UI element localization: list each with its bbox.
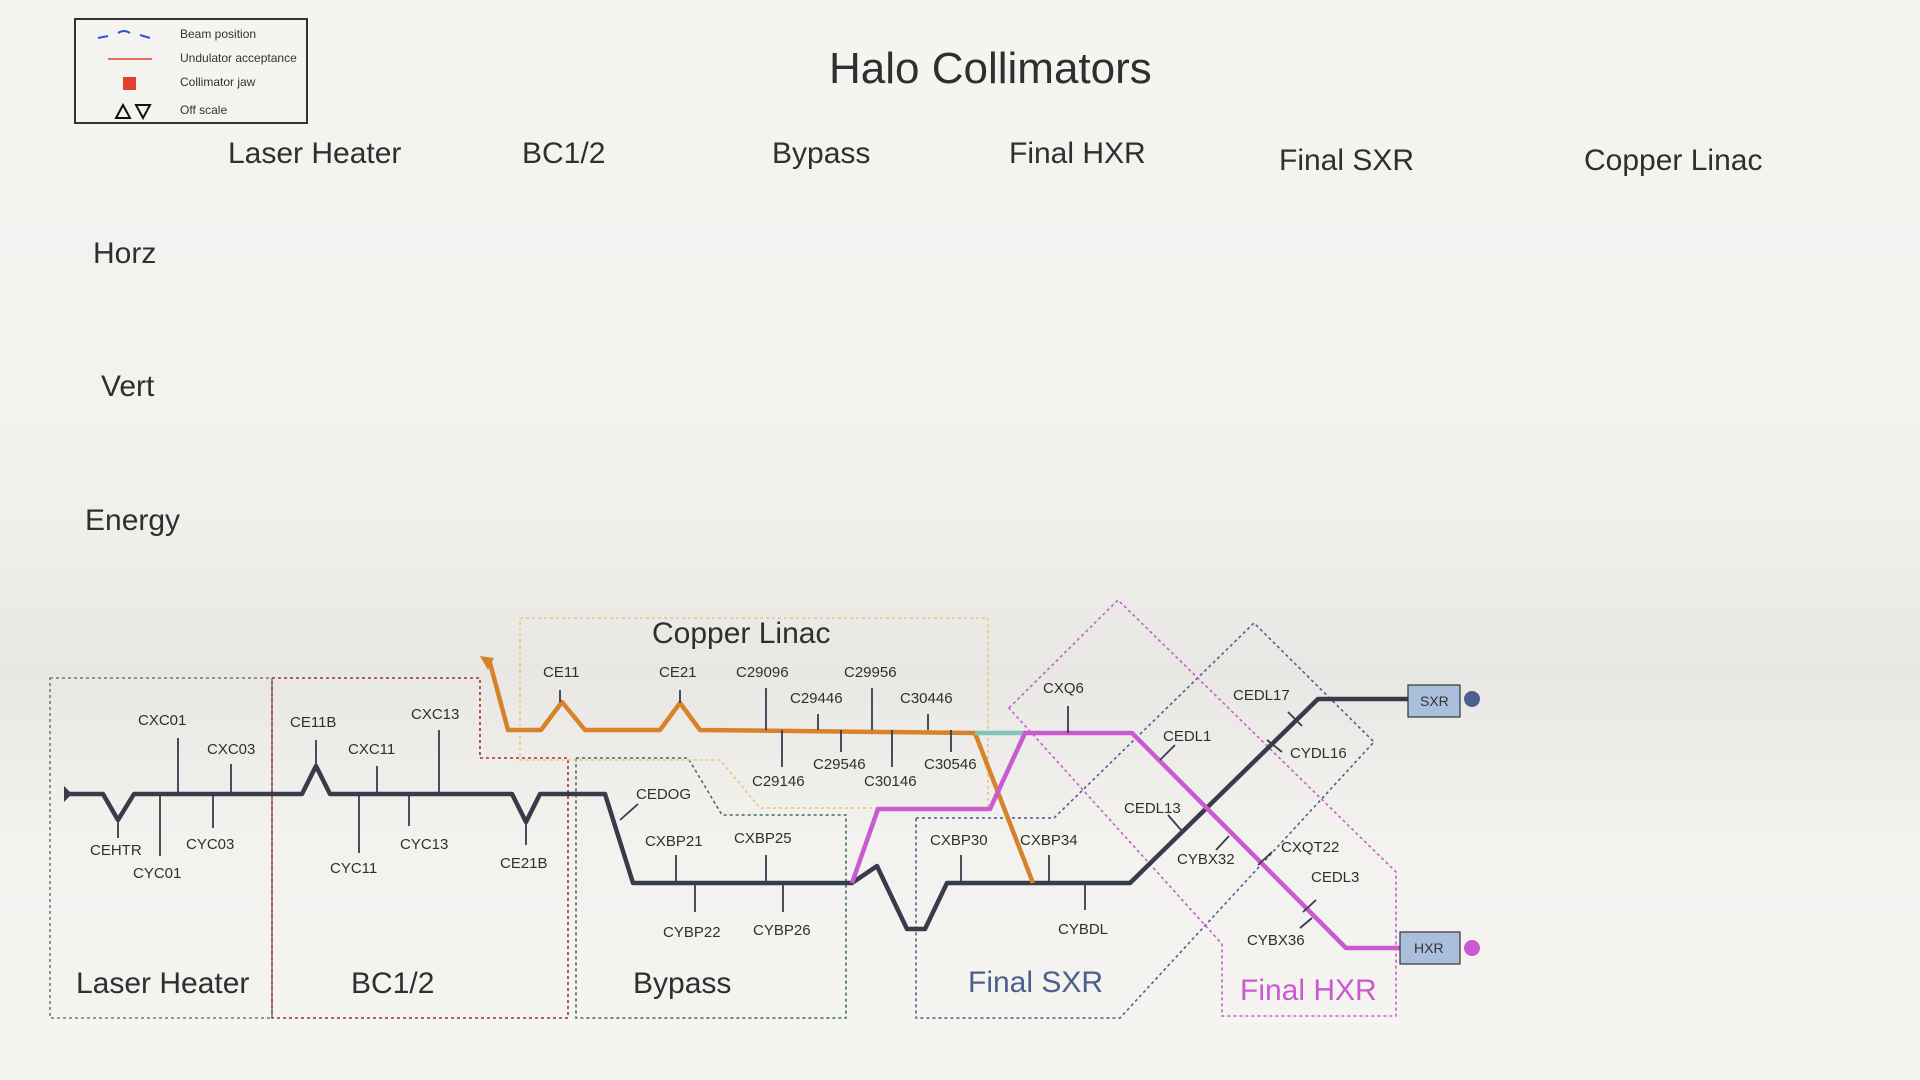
label-cyc01: CYC01 — [133, 865, 181, 882]
label-c29546: C29546 — [813, 756, 866, 773]
label-cxc03: CXC03 — [207, 741, 255, 758]
label-cxbp30: CXBP30 — [930, 832, 988, 849]
label-cybx36: CYBX36 — [1247, 932, 1305, 949]
label-cyc11: CYC11 — [330, 860, 377, 877]
hxr-endpoint-dot — [1464, 940, 1480, 956]
label-cedl3: CEDL3 — [1311, 869, 1359, 886]
label-cyc13: CYC13 — [400, 836, 448, 853]
region-label-final-sxr: Final SXR — [968, 966, 1103, 999]
label-cxqt22: CXQT22 — [1281, 839, 1339, 856]
sxr-endpoint-label: SXR — [1420, 693, 1449, 709]
label-cyc03: CYC03 — [186, 836, 234, 853]
label-cybdl: CYBDL — [1058, 921, 1108, 938]
label-cxc11: CXC11 — [348, 741, 395, 758]
label-cybp22: CYBP22 — [663, 924, 721, 941]
region-label-bc12: BC1/2 — [351, 967, 434, 1000]
label-ce21: CE21 — [659, 664, 697, 681]
label-c29956: C29956 — [844, 664, 897, 681]
label-ce11b: CE11B — [290, 714, 336, 731]
label-cxbp34: CXBP34 — [1020, 832, 1078, 849]
label-cybp26: CYBP26 — [753, 922, 811, 939]
hxr-endpoint-label: HXR — [1414, 940, 1444, 956]
region-label-bypass: Bypass — [633, 967, 731, 1000]
label-cxc01: CXC01 — [138, 712, 186, 729]
label-cxc13: CXC13 — [411, 706, 459, 723]
label-cedl17: CEDL17 — [1233, 687, 1290, 704]
label-ce11: CE11 — [543, 664, 579, 681]
region-label-copper-linac: Copper Linac — [652, 617, 830, 650]
label-c30146: C30146 — [864, 773, 917, 790]
label-cybx32: CYBX32 — [1177, 851, 1235, 868]
label-cedog: CEDOG — [636, 786, 691, 803]
label-c29096: C29096 — [736, 664, 789, 681]
laser-entry-marker — [64, 786, 72, 802]
sxr-endpoint-dot — [1464, 691, 1480, 707]
label-cxq6: CXQ6 — [1043, 680, 1084, 697]
label-cehtr: CEHTR — [90, 842, 142, 859]
label-c30546: C30546 — [924, 756, 977, 773]
region-label-laser-heater: Laser Heater — [76, 967, 249, 1000]
label-cedl13: CEDL13 — [1124, 800, 1181, 817]
final-hxr-region — [1009, 600, 1396, 1016]
label-c29146: C29146 — [752, 773, 805, 790]
label-cedl1: CEDL1 — [1163, 728, 1211, 745]
region-label-final-hxr: Final HXR — [1240, 974, 1377, 1007]
label-cxbp21: CXBP21 — [645, 833, 703, 850]
label-ce21b: CE21B — [500, 855, 548, 872]
final-sxr-region — [916, 623, 1374, 1018]
label-c30446: C30446 — [900, 690, 953, 707]
label-cydl16: CYDL16 — [1290, 745, 1347, 762]
label-c29446: C29446 — [790, 690, 843, 707]
label-cxbp25: CXBP25 — [734, 830, 792, 847]
